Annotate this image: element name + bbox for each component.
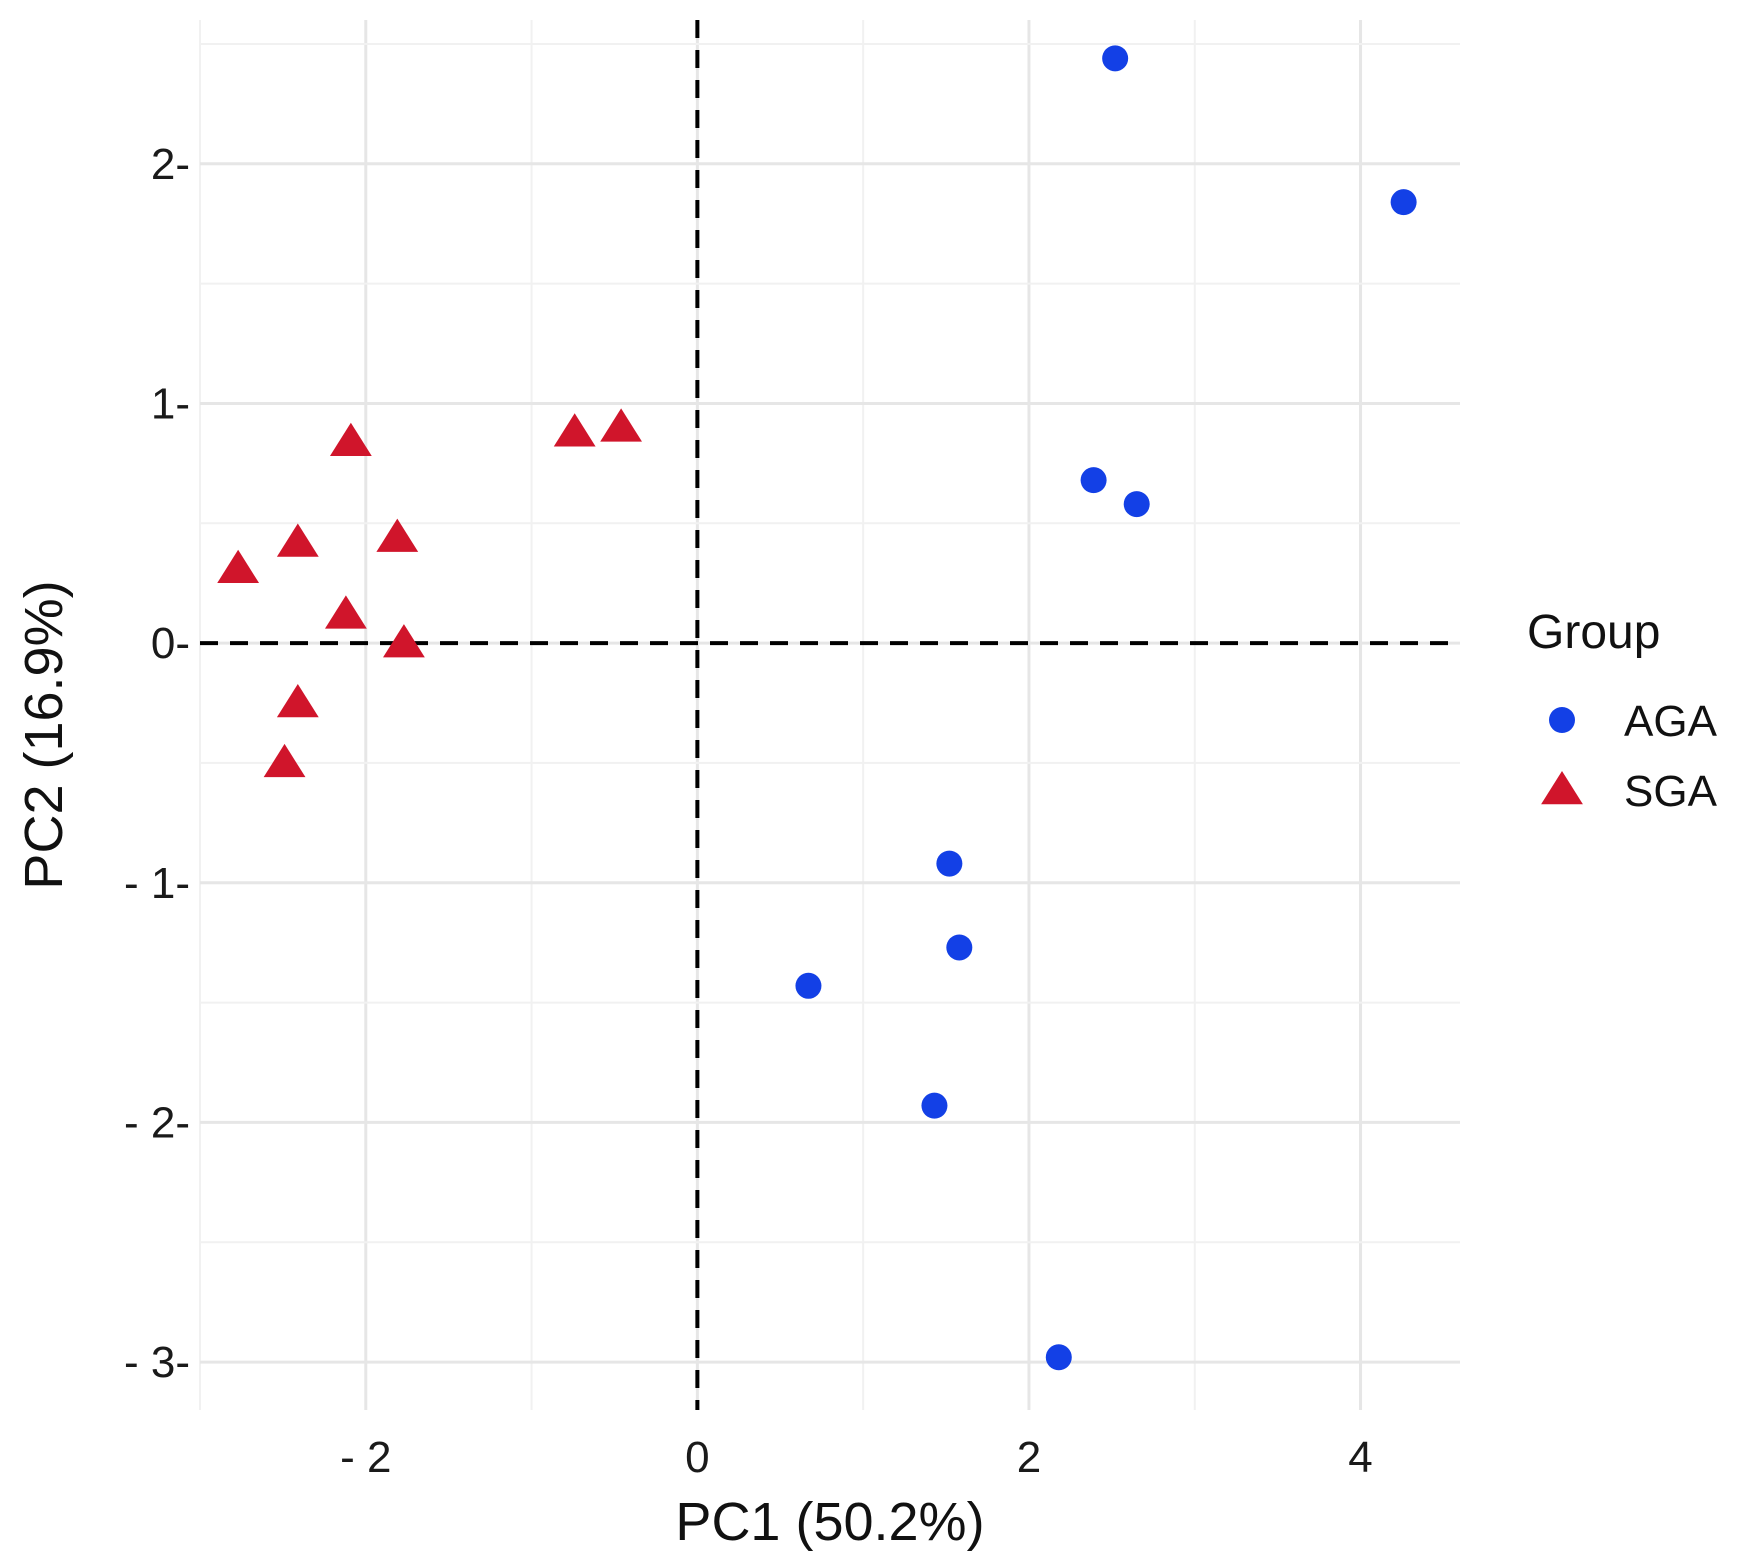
legend-items: AGA SGA [1541,697,1718,816]
point-aga [946,934,973,961]
y-tick-label: - 1- [124,859,190,908]
point-sga [553,413,596,447]
point-aga [795,972,822,999]
y-axis-title: PC2 (16.9%) [14,580,74,889]
series-aga [795,45,1417,1371]
point-sga [217,549,260,584]
data-points [217,45,1417,1371]
point-aga [1080,467,1107,494]
legend-key-sga [1541,771,1583,805]
reference-lines [200,20,1460,1410]
legend-key-aga [1549,707,1575,733]
axis-ticks: - 2 0 2 4 - 3- - 2- - 1- 0- 1- 2- [124,140,1373,1482]
point-sga [324,595,367,629]
point-sga [329,422,372,457]
point-aga [936,850,963,877]
point-sga [600,408,643,442]
point-aga [1102,45,1129,72]
point-aga [1123,491,1150,518]
point-sga [263,743,306,778]
legend-label-aga: AGA [1624,697,1718,746]
legend-label-sga: SGA [1624,767,1718,816]
point-sga [276,523,319,557]
x-tick-label: - 2 [340,1433,391,1482]
point-sga [276,684,319,718]
point-sga [376,518,419,552]
point-sga [383,624,425,658]
y-tick-label: 0- [151,619,190,668]
y-tick-label: - 3- [124,1338,190,1387]
point-aga [1390,189,1417,216]
grid [199,20,1460,1410]
y-tick-label: 2- [151,140,190,189]
y-tick-label: 1- [151,379,190,428]
legend: Group AGA SGA [1527,606,1718,816]
point-aga [1045,1344,1072,1371]
point-aga [921,1092,948,1119]
x-tick-label: 0 [685,1433,709,1482]
x-tick-label: 4 [1348,1433,1372,1482]
legend-title: Group [1527,606,1660,659]
series-sga [217,408,643,778]
x-axis-title: PC1 (50.2%) [675,1492,984,1552]
x-tick-label: 2 [1017,1433,1041,1482]
y-tick-label: - 2- [124,1098,190,1147]
